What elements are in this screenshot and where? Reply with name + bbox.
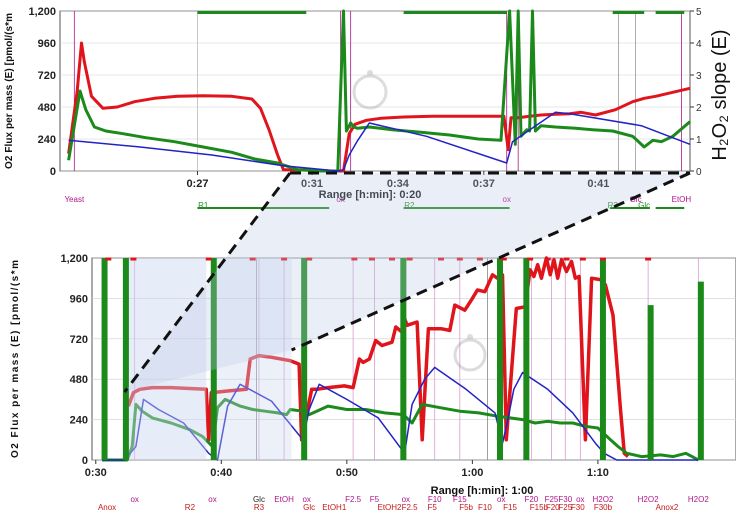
zoom-connector-right [290,171,691,352]
event-label: ox [402,495,410,504]
event-label: F2.5 [345,495,362,504]
y-tick-label: 720 [70,334,88,346]
y-axis-label: O2 Flux per mass (E) [pmol/(s*m [4,13,15,169]
y-tick-label: 480 [38,102,56,114]
y-tick-label: 960 [70,293,88,305]
x-tick-label: 0:41 [587,178,609,190]
event-label: F30 [571,503,585,511]
x-axis-label: Range [h:min]: 1:00 [431,485,534,497]
event-label: Anox [98,503,116,511]
x-tick-label: 0:37 [473,178,495,190]
y2-tick-label: 4 [696,39,702,50]
y-tick-label: 0 [82,455,88,467]
y-tick-label: 720 [38,70,56,82]
y2-tick-label: 1 [696,135,702,146]
y-tick-label: 240 [70,415,88,427]
event-label: EtOH [274,495,294,504]
event-label: R3 [254,503,265,511]
event-label: Anox2 [656,503,679,511]
watermark-logo [453,334,487,372]
y-tick-label: 0 [50,166,56,178]
event-label: F10 [428,495,442,504]
event-label: ox [336,195,344,204]
y-tick-label: 240 [38,134,56,146]
watermark-knob [367,70,373,76]
x-tick-label: 1:00 [461,467,483,479]
series-line-2 [68,111,691,172]
event-label: F15b [530,503,549,511]
event-label: F10 [478,503,492,511]
event-label: EtOH1 [322,503,347,511]
x-axis-label: Range [h:min]: 0:20 [319,189,422,201]
event-label: F25 [545,495,559,504]
event-label: F25 [558,503,572,511]
watermark-ring [352,74,388,110]
y-axis-label: O2 Flux per mass (E) [pmol/(s*m [10,260,21,458]
event-label: F20 [546,503,560,511]
event-label: EtOH [672,195,692,204]
event-label: F15 [503,503,517,511]
event-label: ox [130,495,138,504]
watermark-knob [467,334,473,340]
event-label: F5 [370,495,380,504]
x-tick-label: 0:31 [301,178,323,190]
event-label: F5b [459,503,473,511]
event-label: F30 [558,495,572,504]
event-label: EtOH2 [378,503,403,511]
y2-tick-label: 5 [696,7,702,18]
event-label: Yeast [64,195,85,204]
x-tick-label: 0:34 [387,178,410,190]
series-line-1 [67,9,691,173]
plot-area [59,10,691,172]
y-tick-label: 1,200 [28,6,56,18]
y-tick-label: 480 [70,374,88,386]
series-line-0 [126,256,630,458]
event-label: Glc [638,201,650,210]
y2-axis-label: H₂O₂ slope (E) [709,29,731,160]
event-label: Glc [303,503,315,511]
zoom-range-shade [212,258,292,460]
series-line-0 [67,41,691,173]
event-label: R2 [404,201,415,210]
y2-tick-label: 2 [696,103,702,114]
event-label: F5 [428,503,438,511]
zoom-range-shade [124,258,207,460]
event-label: F30b [594,503,613,511]
series-line-2 [102,366,699,461]
event-label: ox [208,495,216,504]
event-label: ox [497,495,505,504]
event-label: ox [576,495,584,504]
y-tick-label: 1,200 [60,253,88,265]
event-label: ox [503,195,511,204]
x-tick-label: 0:30 [85,467,107,479]
event-label: Glc [253,495,265,504]
event-label: R2 [185,503,196,511]
event-label: R1 [198,201,209,210]
event-label: ox [302,495,310,504]
x-tick-label: 0:40 [210,467,232,479]
event-label: F2.5 [402,503,419,511]
event-label: F20 [524,495,538,504]
watermark-ring [453,338,487,372]
y2-tick-label: 0 [696,167,702,178]
event-label: F15 [453,495,467,504]
event-label: H2O2 [638,495,659,504]
event-label: R3 [608,201,619,210]
event-label: H2O2 [688,495,709,504]
watermark-logo [352,70,388,110]
x-tick-label: 0:27 [186,178,208,190]
zoom-wedge [124,173,690,392]
x-tick-label: 1:10 [587,467,609,479]
x-tick-label: 0:50 [336,467,358,479]
y-tick-label: 960 [38,38,56,50]
zoom-connector-left [123,172,292,393]
zoom-connector-overlay [123,171,691,393]
event-label: Glc [630,195,642,204]
event-label: H2O2 [592,495,613,504]
y2-tick-label: 3 [696,71,702,82]
